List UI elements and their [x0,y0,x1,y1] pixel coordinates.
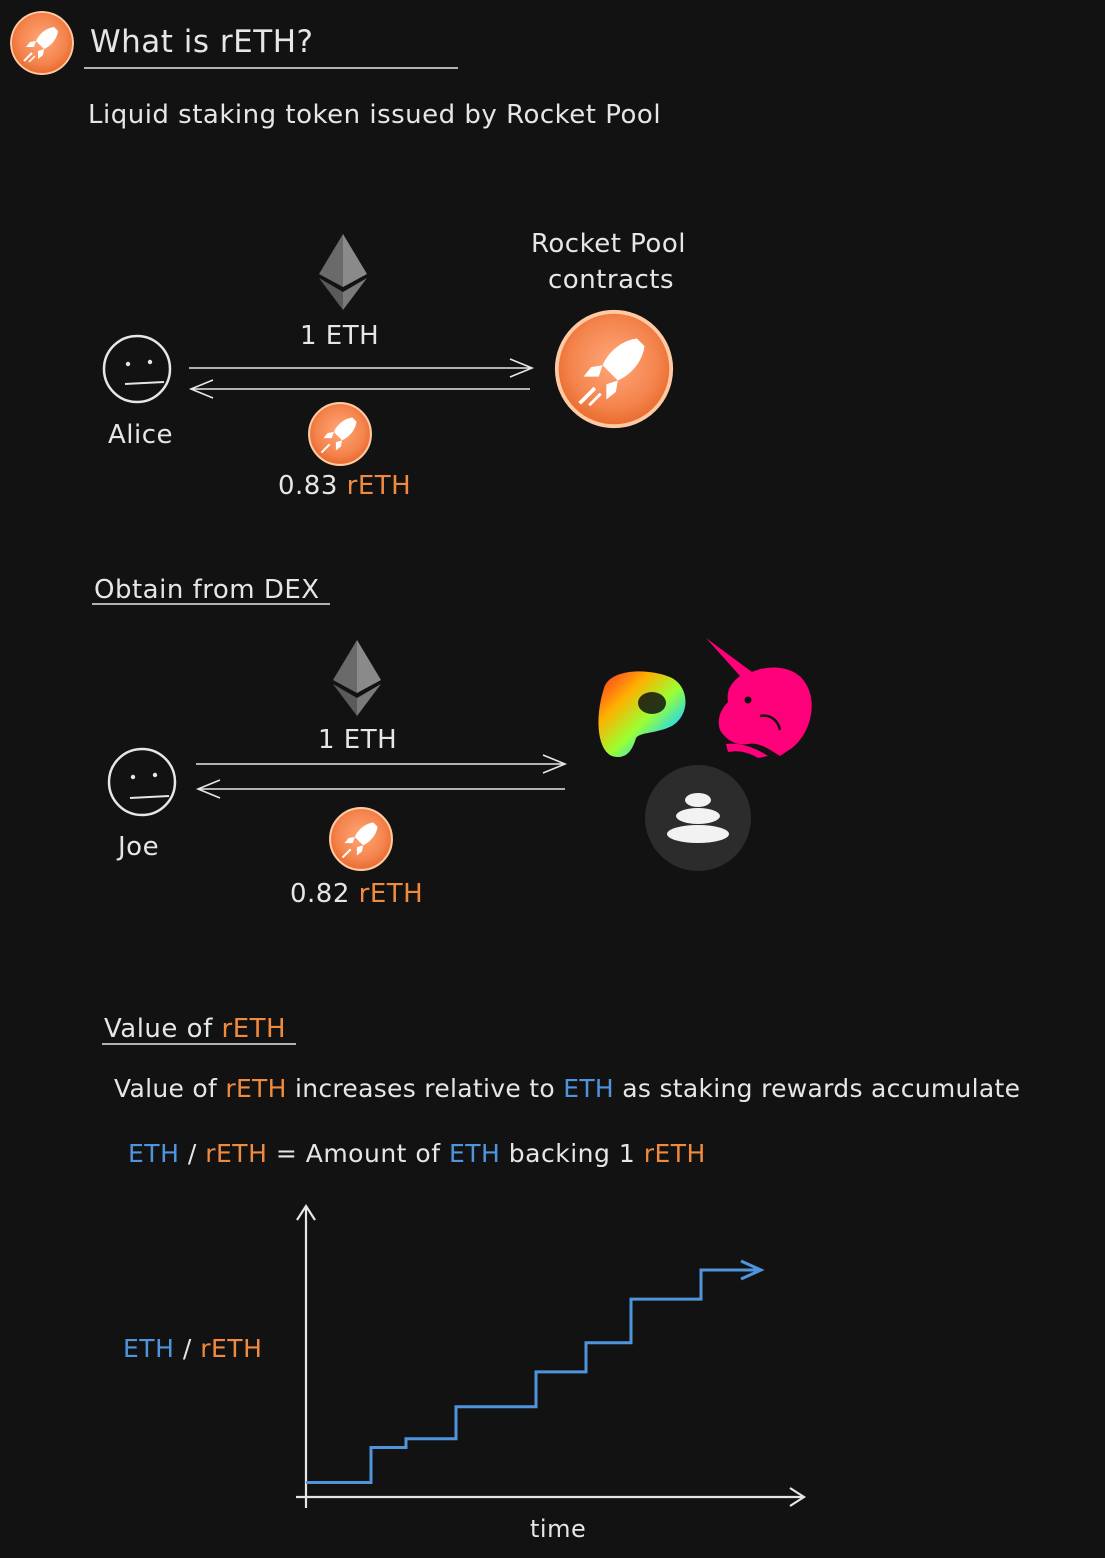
formula-slash: / [187,1139,197,1168]
arrow-reth-to-joe [195,779,565,799]
balancer-logo-icon [645,765,751,871]
series-arrowhead [740,1259,765,1281]
rocket-icon [23,27,58,63]
chart-y-label: ETH / rETH [123,1334,262,1363]
eth-amount-label: 1 ETH [318,725,398,755]
chart-x-label: time [530,1515,587,1543]
arrow-reth-to-alice [188,379,530,399]
series-line [306,1268,761,1484]
reth-amount-label: 0.83 rETH [278,471,411,501]
reth-amount-number: 0.82 [290,879,350,909]
eth-icon [319,234,367,310]
ylabel-eth: ETH [123,1334,175,1363]
alice-label: Alice [108,420,174,450]
page-subtitle: Liquid staking token issued by Rocket Po… [88,100,662,130]
reth-token-name: rETH [346,471,412,501]
eth-icon [333,640,381,716]
rocket-icon [341,822,378,859]
rocket-icon [578,338,645,407]
eth-amount-label: 1 ETH [300,321,380,351]
chart-series [306,1259,765,1484]
dex-heading: Obtain from DEX [94,575,320,605]
rocket-pool-contract-logo [553,308,675,430]
uniswap-logo-icon [706,638,812,758]
formula-reth: rETH [643,1139,706,1168]
reth-token-icon [307,401,373,467]
value-heading-token: rETH [221,1014,287,1044]
contract-label-line2: contracts [548,265,675,295]
formula-reth: rETH [205,1139,268,1168]
y-axis-arrowhead [296,1203,316,1221]
curve-logo-icon [598,671,686,758]
formula: ETH / rETH = Amount of ETH backing 1 rET… [128,1139,706,1168]
joe-face-icon [107,747,177,817]
value-description: Value of rETH increases relative to ETH … [114,1074,1020,1103]
desc-part: increases relative to [294,1074,555,1103]
formula-eth: ETH [128,1139,180,1168]
reth-token-icon [328,806,394,872]
chart-axes [296,1203,807,1508]
rocket-icon [320,417,357,454]
desc-part: as staking rewards accumulate [622,1074,1021,1103]
desc-reth: rETH [225,1074,287,1103]
reth-amount-label: 0.82 rETH [290,879,423,909]
page-title: What is rETH? [90,24,314,60]
ylabel-reth: rETH [200,1334,263,1363]
x-axis-arrowhead [789,1487,807,1507]
arrow-eth-to-dex [196,754,568,774]
formula-eq: = Amount of [275,1139,441,1168]
contract-label-line1: Rocket Pool [531,229,686,259]
arrow-eth-to-contract [189,358,535,378]
alice-face-icon [102,334,172,404]
value-heading: Value of rETH [104,1014,286,1044]
rocket-pool-logo [10,11,74,75]
reth-token-name: rETH [358,879,424,909]
reth-amount-number: 0.83 [278,471,338,501]
value-heading-prefix: Value of [104,1014,213,1044]
formula-backing: backing 1 [508,1139,636,1168]
formula-eth: ETH [448,1139,501,1168]
desc-part: Value of [114,1074,218,1103]
ylabel-slash: / [182,1334,192,1363]
joe-label: Joe [118,832,160,862]
desc-eth: ETH [563,1074,614,1103]
